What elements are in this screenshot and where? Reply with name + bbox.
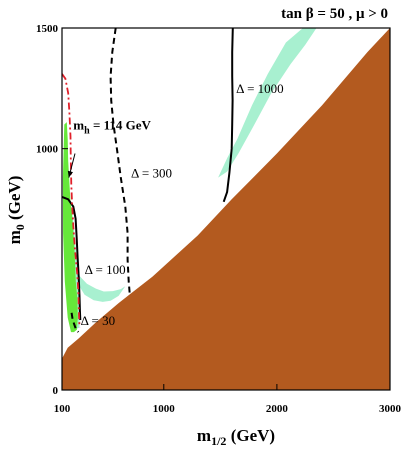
y-axis-label: m0 (GeV) — [5, 176, 27, 245]
contour-3 — [70, 312, 80, 333]
region-wmap-upper — [218, 28, 317, 178]
contour-1 — [109, 28, 131, 296]
contour-0 — [222, 28, 234, 203]
region-wmap-lower — [67, 254, 126, 302]
delta-100-label: Δ = 100 — [85, 262, 126, 277]
annotations-layer: mh = 114 GeV Δ = 1000 Δ = 300 Δ = 100 Δ = 30 — [67, 81, 284, 328]
contours-layer — [62, 28, 234, 333]
x-axis-ticks: 100 1000 2000 3000 — [54, 384, 402, 415]
y-tick-label: 0 — [53, 385, 59, 397]
contour-2 — [62, 195, 82, 321]
chart-title: tan β = 50 , μ > 0 — [281, 6, 388, 22]
x-axis-label: m1/2 (GeV) — [197, 426, 275, 448]
contour-4 — [62, 73, 81, 328]
region-bsg — [62, 122, 78, 333]
x-tick-label: 3000 — [379, 403, 402, 415]
x-tick-label: 2000 — [266, 403, 289, 415]
y-tick-label: 1500 — [36, 23, 59, 35]
regions-layer — [62, 28, 390, 390]
region-excluded — [62, 28, 390, 390]
higgs-label: mh = 114 GeV — [73, 117, 151, 136]
delta-30-label: Δ = 30 — [81, 313, 115, 328]
y-tick-label: 1000 — [36, 144, 59, 156]
delta-300-label: Δ = 300 — [131, 166, 172, 181]
higgs-arrowhead — [67, 170, 73, 178]
delta-1000-label: Δ = 1000 — [236, 81, 283, 96]
y-axis-ticks: 0 1000 1500 — [36, 23, 68, 397]
x-tick-label: 1000 — [153, 403, 176, 415]
x-tick-label: 100 — [54, 403, 71, 415]
plot-frame — [61, 27, 391, 391]
